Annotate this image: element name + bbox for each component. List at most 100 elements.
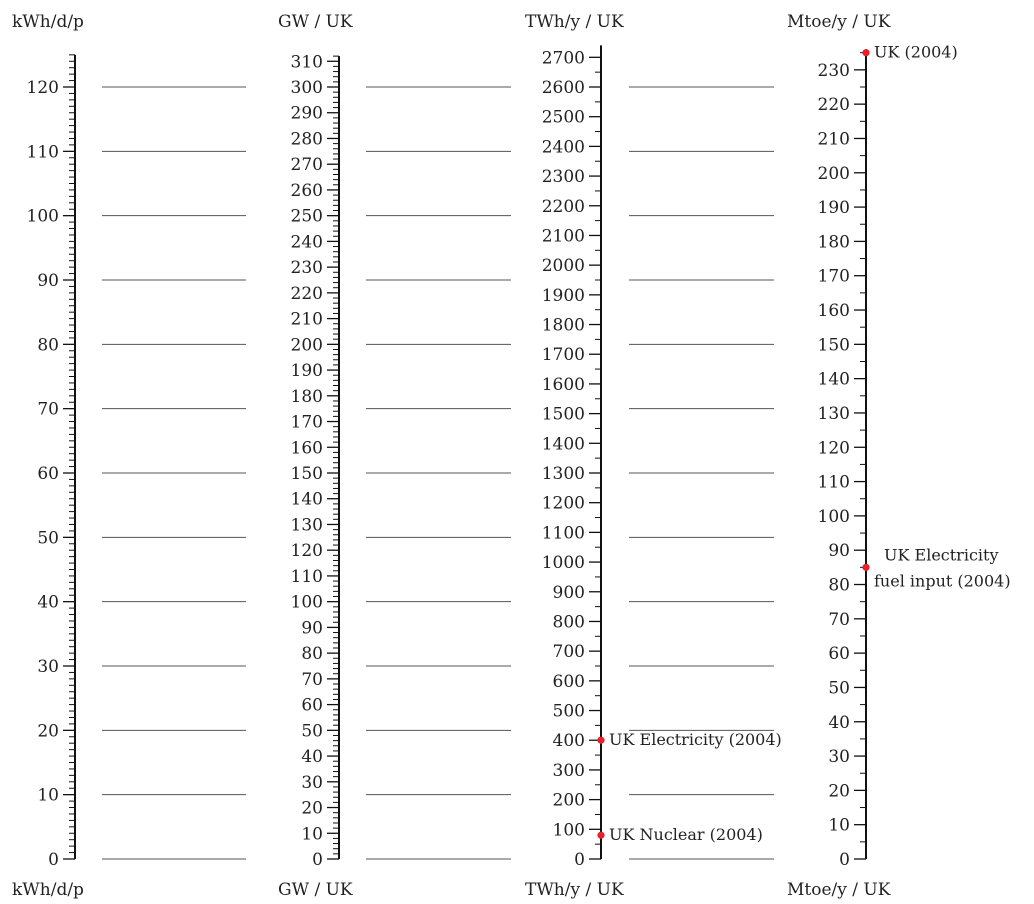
tick-label: 110 bbox=[818, 473, 850, 493]
tick-label: 700 bbox=[553, 642, 585, 662]
tick-label: 50 bbox=[828, 678, 850, 698]
tick-label: 170 bbox=[291, 413, 323, 433]
tick-label: 80 bbox=[828, 576, 850, 596]
tick-label: 120 bbox=[27, 78, 59, 98]
data-point-label: UK Nuclear (2004) bbox=[609, 825, 763, 844]
axis-unit-label-bottom: GW / UK bbox=[278, 880, 353, 900]
tick-label: 1100 bbox=[542, 523, 585, 543]
tick-label: 90 bbox=[301, 618, 323, 638]
tick-label: 30 bbox=[301, 773, 323, 793]
tick-label: 230 bbox=[818, 61, 850, 81]
tick-label: 220 bbox=[818, 95, 850, 115]
tick-label: 160 bbox=[291, 438, 323, 458]
tick-label: 270 bbox=[291, 155, 323, 175]
tick-label: 110 bbox=[291, 567, 323, 587]
tick-label: 40 bbox=[301, 747, 323, 767]
tick-label: 90 bbox=[828, 541, 850, 561]
data-point bbox=[862, 49, 869, 56]
tick-label: 0 bbox=[312, 850, 323, 870]
tick-label: 70 bbox=[37, 400, 59, 420]
data-point bbox=[597, 737, 604, 744]
axis-unit-label-bottom: TWh/y / UK bbox=[525, 880, 624, 900]
tick-label: 140 bbox=[291, 490, 323, 510]
tick-label: 500 bbox=[553, 702, 585, 722]
tick-label: 2600 bbox=[542, 78, 585, 98]
tick-label: 60 bbox=[828, 644, 850, 664]
tick-label: 40 bbox=[37, 593, 59, 613]
tick-label: 20 bbox=[828, 781, 850, 801]
tick-label: 600 bbox=[553, 672, 585, 692]
axis-unit-label-top: GW / UK bbox=[278, 12, 353, 32]
tick-label: 2700 bbox=[542, 48, 585, 68]
tick-label: 50 bbox=[301, 721, 323, 741]
data-point bbox=[862, 564, 869, 571]
tick-label: 200 bbox=[291, 335, 323, 355]
tick-label: 20 bbox=[301, 799, 323, 819]
tick-label: 100 bbox=[818, 507, 850, 527]
tick-label: 210 bbox=[291, 310, 323, 330]
tick-label: 80 bbox=[37, 335, 59, 355]
tick-label: 0 bbox=[839, 850, 850, 870]
tick-label: 1700 bbox=[542, 345, 585, 365]
tick-label: 140 bbox=[818, 370, 850, 390]
tick-label: 2100 bbox=[542, 226, 585, 246]
tick-label: 240 bbox=[291, 232, 323, 252]
tick-label: 120 bbox=[291, 541, 323, 561]
tick-label: 180 bbox=[291, 387, 323, 407]
tick-label: 2000 bbox=[542, 256, 585, 276]
tick-label: 0 bbox=[48, 850, 59, 870]
tick-label: 310 bbox=[291, 52, 323, 72]
tick-label: 210 bbox=[818, 129, 850, 149]
tick-label: 290 bbox=[291, 104, 323, 124]
tick-label: 190 bbox=[291, 361, 323, 381]
tick-label: 100 bbox=[553, 820, 585, 840]
tick-label: 40 bbox=[828, 713, 850, 733]
tick-label: 250 bbox=[291, 207, 323, 227]
tick-label: 60 bbox=[37, 464, 59, 484]
tick-label: 100 bbox=[291, 593, 323, 613]
tick-label: 2400 bbox=[542, 137, 585, 157]
data-point-label: UK Electricity (2004) bbox=[609, 730, 782, 749]
tick-label: 800 bbox=[553, 612, 585, 632]
tick-label: 130 bbox=[818, 404, 850, 424]
tick-label: 160 bbox=[818, 301, 850, 321]
tick-label: 60 bbox=[301, 696, 323, 716]
tick-label: 190 bbox=[818, 198, 850, 218]
tick-label: 1500 bbox=[542, 405, 585, 425]
tick-label: 150 bbox=[291, 464, 323, 484]
tick-label: 260 bbox=[291, 181, 323, 201]
tick-label: 90 bbox=[37, 271, 59, 291]
tick-label: 10 bbox=[37, 786, 59, 806]
data-point bbox=[597, 832, 604, 839]
tick-label: 110 bbox=[27, 142, 59, 162]
tick-label: 200 bbox=[818, 164, 850, 184]
tick-label: 100 bbox=[27, 207, 59, 227]
tick-label: 70 bbox=[828, 610, 850, 630]
tick-label: 10 bbox=[828, 816, 850, 836]
tick-label: 230 bbox=[291, 258, 323, 278]
tick-label: 150 bbox=[818, 335, 850, 355]
tick-label: 10 bbox=[301, 824, 323, 844]
data-point-label: UK (2004) bbox=[874, 43, 958, 62]
axis-unit-label-bottom: Mtoe/y / UK bbox=[787, 880, 891, 900]
axis-unit-label-bottom: kWh/d/p bbox=[12, 880, 84, 900]
tick-label: 30 bbox=[828, 747, 850, 767]
tick-label: 1900 bbox=[542, 286, 585, 306]
tick-label: 70 bbox=[301, 670, 323, 690]
tick-label: 2500 bbox=[542, 108, 585, 128]
tick-label: 1200 bbox=[542, 494, 585, 514]
tick-label: 300 bbox=[553, 761, 585, 781]
tick-label: 50 bbox=[37, 528, 59, 548]
tick-label: 80 bbox=[301, 644, 323, 664]
tick-label: 1400 bbox=[542, 434, 585, 454]
tick-label: 400 bbox=[553, 731, 585, 751]
tick-label: 130 bbox=[291, 515, 323, 535]
tick-label: 30 bbox=[37, 657, 59, 677]
tick-label: 200 bbox=[553, 791, 585, 811]
tick-label: 120 bbox=[818, 438, 850, 458]
tick-label: 180 bbox=[818, 232, 850, 252]
tick-label: 1300 bbox=[542, 464, 585, 484]
axis-unit-label-top: kWh/d/p bbox=[12, 12, 84, 32]
tick-label: 300 bbox=[291, 78, 323, 98]
